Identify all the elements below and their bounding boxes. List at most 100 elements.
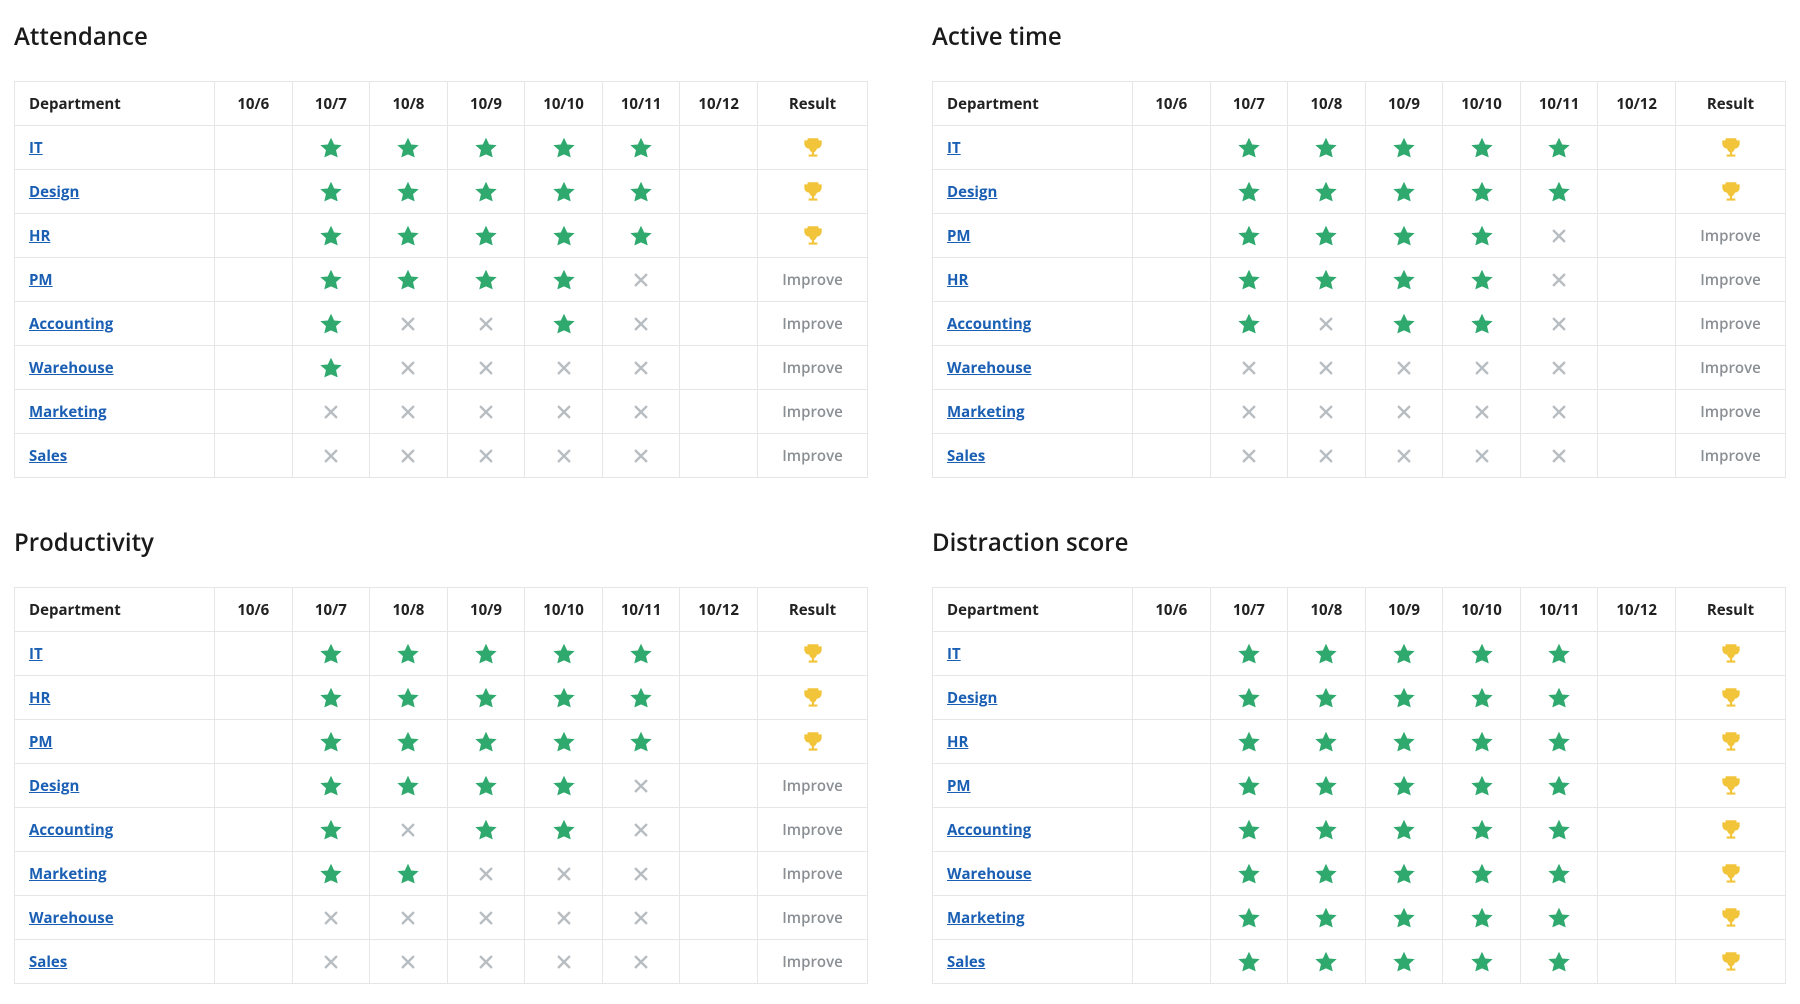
metric-cell — [680, 258, 758, 302]
metric-cell — [447, 258, 525, 302]
metric-cell — [1598, 126, 1676, 170]
department-link[interactable]: Design — [29, 182, 79, 202]
department-link[interactable]: HR — [947, 732, 968, 752]
metric-cell — [1288, 170, 1366, 214]
department-link[interactable]: Design — [947, 688, 997, 708]
star-icon — [551, 641, 577, 667]
metric-cell — [215, 764, 293, 808]
star-icon — [395, 135, 421, 161]
star-icon — [1391, 135, 1417, 161]
department-link[interactable]: Warehouse — [947, 864, 1032, 884]
department-link[interactable]: HR — [947, 270, 968, 290]
result-cell: Improve — [1676, 302, 1786, 346]
improve-label: Improve — [782, 952, 843, 972]
metric-cell — [215, 434, 293, 478]
table-row: Warehouse Improve — [933, 346, 1786, 390]
metric-cell — [1210, 676, 1288, 720]
metric-cell — [525, 214, 603, 258]
metric-cell — [292, 764, 370, 808]
result-cell — [758, 214, 868, 258]
improve-label: Improve — [782, 864, 843, 884]
metric-cell — [1520, 126, 1598, 170]
trophy-icon — [1718, 817, 1744, 843]
department-link[interactable]: IT — [29, 644, 43, 664]
department-link[interactable]: Warehouse — [947, 358, 1032, 378]
department-link[interactable]: Accounting — [29, 820, 113, 840]
cross-icon — [632, 821, 650, 839]
cross-icon — [1550, 227, 1568, 245]
result-cell — [758, 632, 868, 676]
col-date: 10/7 — [1210, 588, 1288, 632]
result-cell: Improve — [1676, 346, 1786, 390]
metric-cell — [292, 720, 370, 764]
department-link[interactable]: Accounting — [947, 820, 1031, 840]
metric-cell — [292, 808, 370, 852]
department-link[interactable]: Sales — [29, 952, 67, 972]
metric-cell — [1365, 434, 1443, 478]
metric-cell — [370, 940, 448, 984]
col-date: 10/9 — [447, 82, 525, 126]
department-link[interactable]: Warehouse — [29, 358, 114, 378]
metric-cell — [1520, 896, 1598, 940]
metric-cell — [1133, 126, 1211, 170]
star-icon — [551, 817, 577, 843]
department-link[interactable]: Marketing — [947, 908, 1025, 928]
cross-icon — [399, 953, 417, 971]
star-icon — [318, 355, 344, 381]
col-result: Result — [758, 82, 868, 126]
department-link[interactable]: Sales — [29, 446, 67, 466]
department-link[interactable]: Marketing — [29, 864, 107, 884]
department-link[interactable]: Design — [29, 776, 79, 796]
table-row: IT — [15, 126, 868, 170]
metric-cell — [1520, 390, 1598, 434]
department-link[interactable]: IT — [947, 644, 961, 664]
col-department: Department — [933, 82, 1133, 126]
department-link[interactable]: Accounting — [29, 314, 113, 334]
department-link[interactable]: Marketing — [947, 402, 1025, 422]
department-link[interactable]: Warehouse — [29, 908, 114, 928]
department-link[interactable]: IT — [29, 138, 43, 158]
department-link[interactable]: HR — [29, 688, 50, 708]
cross-icon — [1550, 315, 1568, 333]
star-icon — [1469, 905, 1495, 931]
star-icon — [1469, 861, 1495, 887]
trophy-icon — [1718, 641, 1744, 667]
metric-cell — [602, 764, 680, 808]
department-link[interactable]: PM — [947, 226, 971, 246]
department-link[interactable]: IT — [947, 138, 961, 158]
cross-icon — [477, 315, 495, 333]
metric-cell — [1288, 214, 1366, 258]
trophy-icon — [800, 641, 826, 667]
metric-cell — [370, 126, 448, 170]
metric-cell — [215, 676, 293, 720]
metric-cell — [370, 170, 448, 214]
department-link[interactable]: Sales — [947, 952, 985, 972]
department-link[interactable]: Accounting — [947, 314, 1031, 334]
metric-cell — [525, 390, 603, 434]
table-row: PMImprove — [933, 214, 1786, 258]
department-link[interactable]: Marketing — [29, 402, 107, 422]
col-date: 10/8 — [1288, 82, 1366, 126]
metric-cell — [370, 346, 448, 390]
metric-cell — [1443, 214, 1521, 258]
metric-cell — [1443, 390, 1521, 434]
star-icon — [1469, 135, 1495, 161]
cross-icon — [555, 447, 573, 465]
department-link[interactable]: PM — [947, 776, 971, 796]
table-row: SalesImprove — [933, 434, 1786, 478]
metric-cell — [1598, 676, 1676, 720]
metric-cell — [292, 302, 370, 346]
department-link[interactable]: Design — [947, 182, 997, 202]
department-link[interactable]: Sales — [947, 446, 985, 466]
metric-cell — [1133, 346, 1211, 390]
cross-icon — [555, 359, 573, 377]
department-link[interactable]: PM — [29, 270, 53, 290]
department-link[interactable]: PM — [29, 732, 53, 752]
metric-cell — [602, 632, 680, 676]
result-cell — [758, 676, 868, 720]
col-department: Department — [15, 82, 215, 126]
star-icon — [628, 685, 654, 711]
table-row: Accounting — [933, 808, 1786, 852]
department-link[interactable]: HR — [29, 226, 50, 246]
metric-cell — [370, 632, 448, 676]
